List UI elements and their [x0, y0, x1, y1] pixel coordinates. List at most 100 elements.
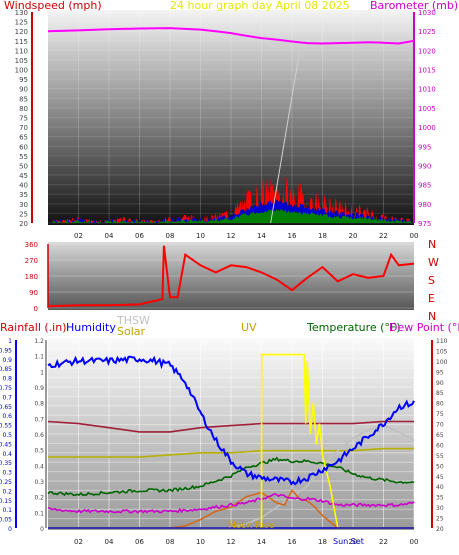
wind-tick-label: 105 [15, 57, 28, 65]
uv-label: UV [241, 321, 257, 334]
wind-tick-label: 85 [19, 95, 28, 103]
direction-tick-label: 0 [34, 305, 38, 313]
rain-tick-label: 0.4 [2, 451, 12, 458]
rain-tick-label: 0.25 [0, 479, 12, 486]
baro-tick-label: 985 [418, 182, 431, 190]
temperature-tick-label: 20 [436, 526, 444, 533]
bottom-x-tick-label: 08 [166, 538, 175, 546]
bottom-x-tick-label: 04 [105, 538, 114, 546]
rain-tick-label: 0 [8, 526, 12, 533]
humidity-tick-label: 1.2 [34, 338, 44, 345]
uv-series [48, 353, 414, 529]
left-axis-title: Windspeed (mph) [4, 0, 102, 12]
humidity-tick-label: 1.1 [34, 354, 44, 361]
humidity-tick-label: 0.4 [34, 463, 44, 470]
solar-label: Solar [117, 325, 146, 338]
bottom-x-tick-label: 16 [288, 538, 297, 546]
axis-lines [15, 12, 433, 528]
wind-tick-label: 65 [19, 134, 28, 142]
temperature-tick-label: 35 [436, 495, 444, 502]
temperature-tick-label: 65 [436, 432, 444, 439]
top-plot-area [48, 10, 414, 225]
humidity-tick-label: 0.2 [34, 495, 44, 502]
baro-tick-label: 1020 [418, 47, 436, 55]
top-x-tick-label: 20 [349, 232, 358, 240]
temperature-tick-label: 60 [436, 442, 444, 449]
rain-axis-title: Rainfall (.in) [0, 321, 67, 334]
humidity-tick-label: 0.1 [34, 510, 44, 517]
rain-tick-label: 0.85 [0, 366, 12, 373]
top-x-tick-label: 16 [288, 232, 297, 240]
temperature-tick-label: 30 [436, 505, 444, 512]
bottom-x-tick-label: 12 [227, 538, 236, 546]
dewpoint-axis-title: Dew Point (°F) [389, 321, 459, 334]
wind-tick-label: 80 [19, 105, 28, 113]
wind-tick-label: 40 [19, 182, 28, 190]
temperature-tick-label: 90 [436, 380, 444, 387]
rain-tick-label: 0.05 [0, 517, 12, 524]
humidity-tick-label: 0.8 [34, 401, 44, 408]
wind-tick-label: 70 [19, 124, 28, 132]
wind-tick-label: 75 [19, 115, 28, 123]
temperature-tick-label: 70 [436, 422, 444, 429]
compass-tick-label: W [428, 256, 439, 269]
wind-tick-label: 20 [19, 220, 28, 228]
wind-tick-label: 115 [15, 38, 28, 46]
bottom-x-tick-label: 00 [410, 538, 419, 546]
top-x-tick-label: 18 [318, 232, 327, 240]
top-x-tick-label: 10 [196, 232, 205, 240]
wind-tick-label: 45 [19, 172, 28, 180]
wind-tick-label: 95 [19, 76, 28, 84]
temperature-tick-label: 105 [436, 348, 448, 355]
bottom-x-tick-label: 02 [74, 538, 83, 546]
direction-tick-label: 180 [25, 273, 38, 281]
direction-tick-label: 90 [29, 289, 38, 297]
direction-plot-area [48, 242, 414, 310]
trend-series [47, 420, 414, 433]
humidity-axis-title: Humidity [66, 321, 116, 334]
baro-tick-label: 1005 [418, 105, 436, 113]
rain-tick-label: 0.35 [0, 460, 12, 467]
baro-tick-label: 1000 [418, 124, 436, 132]
tick-labels: 2025303540455055606570758085909510010511… [0, 9, 448, 546]
temperature-tick-label: 95 [436, 369, 444, 376]
rain-tick-label: 0.1 [2, 507, 12, 514]
temperature-tick-label: 100 [436, 359, 448, 366]
dew-trend-series [48, 447, 414, 458]
top-x-tick-label: 12 [227, 232, 236, 240]
rain-tick-label: 0.2 [2, 488, 12, 495]
rain-tick-label: 0.75 [0, 385, 12, 392]
temperature-axis-title: Temperature (°F) [306, 321, 401, 334]
baro-tick-label: 975 [418, 220, 431, 228]
top-x-tick-label: 02 [74, 232, 83, 240]
rain-tick-label: 0.9 [2, 357, 12, 364]
baro-tick-label: 1015 [418, 67, 436, 75]
wind-tick-label: 90 [19, 86, 28, 94]
top-x-tick-label: 22 [379, 232, 388, 240]
bottom-x-tick-label: 10 [196, 538, 205, 546]
rain-tick-label: 0.55 [0, 423, 12, 430]
rain-tick-label: 0.65 [0, 404, 12, 411]
humidity-tick-label: 0.3 [34, 479, 44, 486]
baro-tick-label: 1025 [418, 28, 436, 36]
temperature-tick-label: 85 [436, 390, 444, 397]
top-x-tick-label: 06 [135, 232, 144, 240]
baro-tick-label: 980 [418, 201, 431, 209]
chart-title: 24 hour graph day April 08 2025 [170, 0, 350, 12]
top-x-tick-label: 04 [105, 232, 114, 240]
data-marks [47, 27, 415, 529]
temperature-tick-label: 40 [436, 484, 444, 491]
rain-tick-label: 0.15 [0, 498, 12, 505]
rain-tick-label: 0.45 [0, 441, 12, 448]
compass-tick-label: N [428, 238, 436, 251]
baro-tick-label: 1030 [418, 9, 436, 17]
wind-direction-series [47, 245, 415, 308]
rain-tick-label: 0.3 [2, 470, 12, 477]
sunset-label: Sun Set [333, 537, 364, 546]
temperature-tick-label: 80 [436, 401, 444, 408]
direction-tick-label: 360 [25, 241, 38, 249]
wind-tick-label: 60 [19, 143, 28, 151]
wind-tick-label: 35 [19, 191, 28, 199]
solar-series [48, 489, 414, 529]
